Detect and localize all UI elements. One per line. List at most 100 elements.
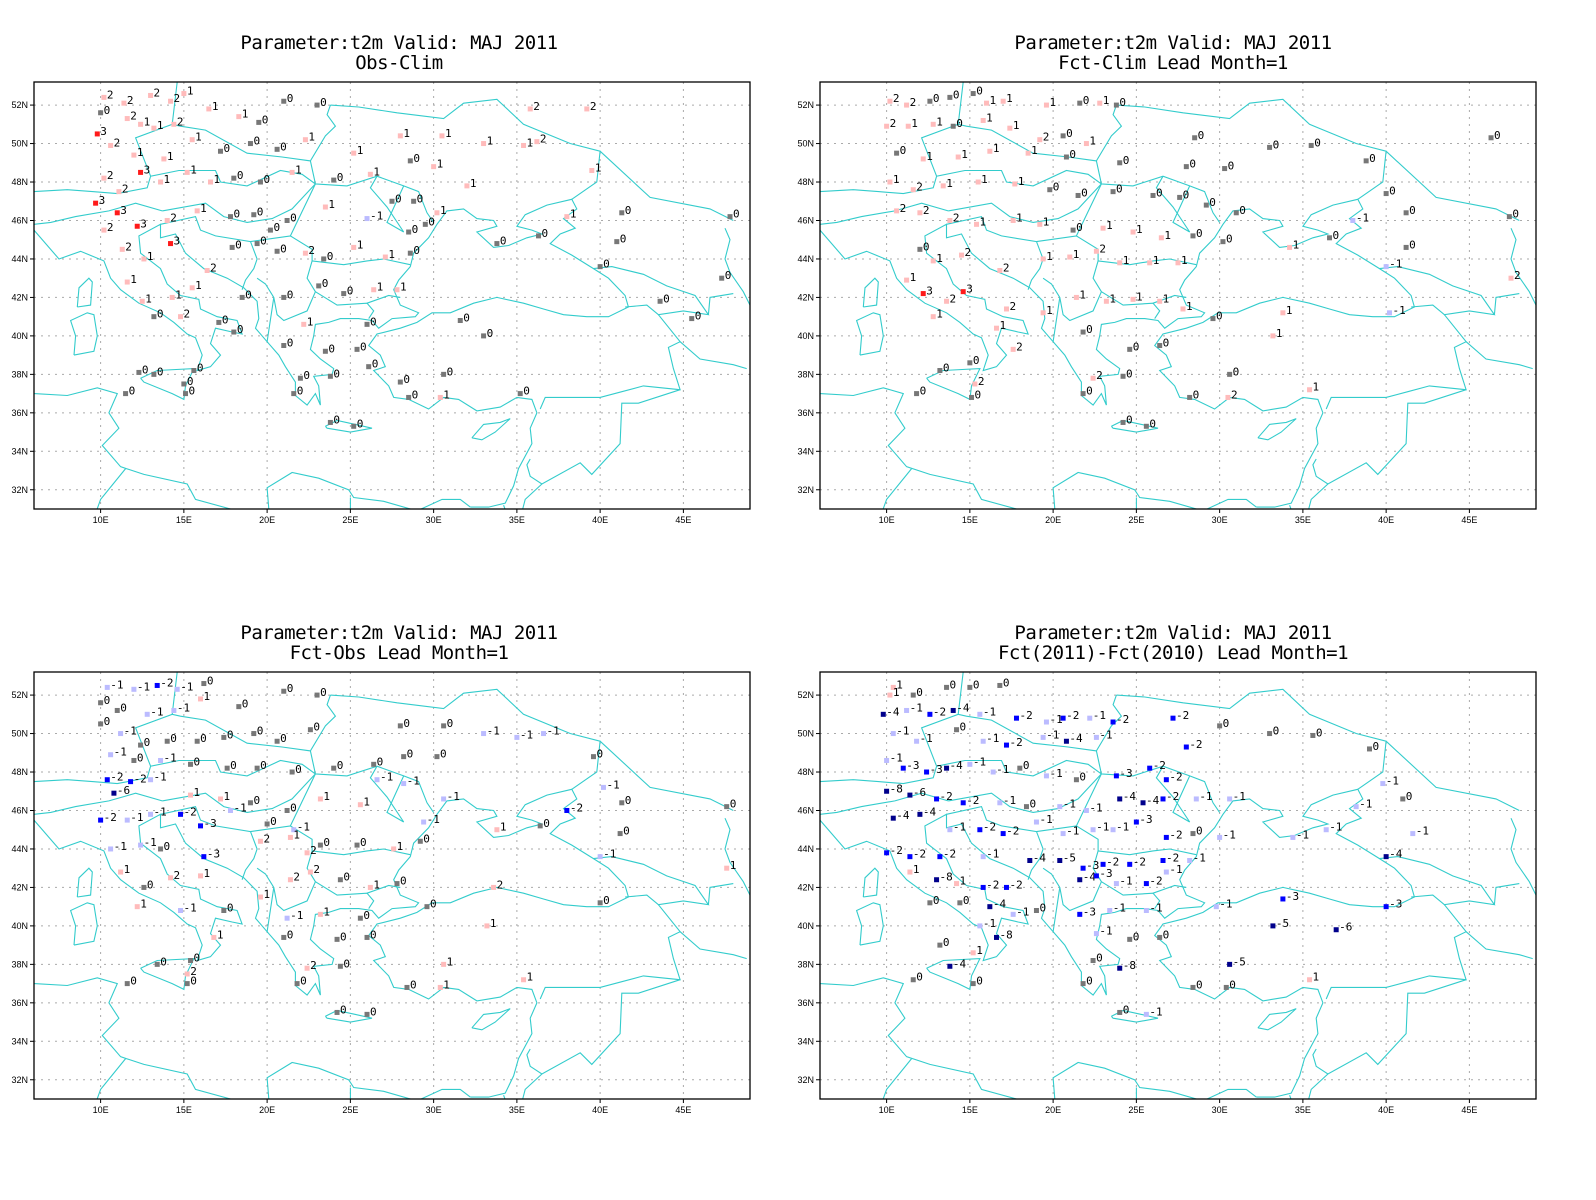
station-value-label: 0: [1409, 204, 1416, 217]
country-border: [957, 672, 964, 715]
station-marker: [217, 148, 223, 154]
station-value-label: -4: [993, 898, 1007, 911]
station-value-label: 0: [623, 825, 630, 838]
country-border: [162, 183, 316, 223]
station-marker: [264, 821, 270, 827]
station-marker: [1227, 371, 1233, 377]
station-value-label: 0: [973, 678, 980, 691]
station-value-label: 0: [523, 385, 530, 398]
station-value-label: 3: [120, 204, 127, 217]
country-border: [1095, 694, 1123, 752]
station-value-label: -1: [1199, 790, 1212, 803]
station-marker: [970, 981, 976, 987]
station-marker: [394, 287, 400, 293]
station-marker: [1157, 298, 1163, 304]
station-value-label: -2: [943, 848, 956, 861]
station-marker: [257, 894, 263, 900]
station-marker: [1003, 306, 1009, 312]
lon-tick-label: 20E: [1045, 515, 1061, 525]
station-value-label: 0: [287, 337, 294, 350]
station-marker: [910, 187, 916, 193]
coastline: [855, 312, 884, 356]
station-value-label: 0: [1233, 365, 1240, 378]
lon-tick-label: 10E: [93, 1105, 109, 1115]
station-value-label: 1: [946, 177, 953, 190]
station-marker: [1280, 896, 1286, 902]
station-marker: [161, 156, 167, 162]
country-border: [134, 713, 316, 775]
station-value-label: 1: [293, 828, 300, 841]
station-marker: [291, 391, 297, 397]
station-value-label: 1: [961, 148, 968, 161]
station-marker: [517, 391, 523, 397]
station-marker: [434, 210, 440, 216]
station-marker: [158, 179, 164, 185]
station-marker: [597, 900, 603, 906]
station-value-label: 0: [160, 955, 167, 968]
station-value-label: -1: [380, 771, 393, 784]
station-marker: [297, 375, 303, 381]
station-marker: [239, 294, 245, 300]
station-marker: [1383, 904, 1389, 910]
station-value-label: 0: [725, 269, 732, 282]
station-value-label: 2: [900, 202, 907, 215]
lat-tick-label: 36N: [11, 408, 28, 418]
station-value-label: -4: [1083, 871, 1097, 884]
station-marker: [1060, 831, 1066, 837]
station-marker: [191, 368, 197, 374]
station-marker: [1127, 936, 1133, 942]
coastline: [34, 387, 471, 509]
coastline: [820, 788, 1416, 1098]
station-marker: [101, 94, 107, 100]
country-border: [1155, 765, 1191, 823]
station-marker: [1040, 310, 1046, 316]
station-value-label: -2: [184, 805, 197, 818]
station-marker: [1117, 160, 1123, 166]
station-marker: [950, 707, 956, 713]
station-value-label: 0: [430, 898, 437, 911]
station-marker: [417, 838, 423, 844]
country-border: [162, 773, 316, 813]
station-marker: [974, 221, 980, 227]
lat-tick-label: 42N: [11, 882, 28, 892]
station-value-label: 2: [910, 96, 917, 109]
station-value-label: 0: [297, 385, 304, 398]
lon-tick-label: 45E: [1461, 1105, 1477, 1115]
station-marker: [391, 846, 397, 852]
lon-tick-label: 40E: [1378, 1105, 1394, 1115]
lon-tick-label: 10E: [879, 515, 895, 525]
station-marker: [327, 373, 333, 379]
station-value-label: 0: [313, 721, 320, 734]
station-value-label: -4: [1033, 851, 1047, 864]
station-value-label: -1: [1016, 905, 1029, 918]
station-value-label: 1: [936, 115, 943, 128]
station-value-label: 1: [204, 690, 211, 703]
station-value-label: -3: [1119, 767, 1132, 780]
station-marker: [1100, 225, 1106, 231]
station-marker: [1093, 248, 1099, 254]
country-border: [539, 904, 681, 1000]
station-value-label: 2: [107, 88, 114, 101]
station-value-label: 0: [447, 365, 454, 378]
station-marker: [1157, 343, 1163, 349]
station-marker: [905, 123, 911, 129]
station-value-label: 0: [187, 375, 194, 388]
station-value-label: 2: [1231, 388, 1238, 401]
station-value-label: 0: [1123, 154, 1130, 167]
country-border: [160, 215, 258, 290]
station-value-label: 2: [174, 92, 181, 105]
station-marker: [884, 788, 890, 794]
station-value-label: 0: [137, 751, 144, 764]
station-marker: [131, 152, 137, 158]
station-marker: [977, 827, 983, 833]
station-marker: [904, 102, 910, 108]
station-value-label: 1: [388, 248, 395, 261]
station-marker: [597, 854, 603, 860]
station-value-label: 2: [154, 86, 161, 99]
station-value-label: 1: [145, 292, 152, 305]
station-marker: [121, 100, 127, 106]
station-marker: [1080, 391, 1086, 397]
station-marker: [1323, 827, 1329, 833]
station-marker: [1270, 923, 1276, 929]
